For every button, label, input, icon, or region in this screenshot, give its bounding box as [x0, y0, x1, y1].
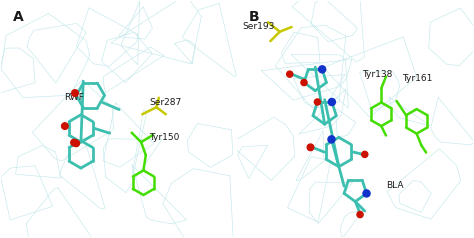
Circle shape	[307, 144, 314, 151]
Text: Ser287: Ser287	[149, 98, 182, 107]
Circle shape	[314, 99, 320, 105]
Circle shape	[62, 123, 68, 129]
Text: BLA: BLA	[386, 181, 403, 190]
Circle shape	[287, 71, 293, 77]
Text: A: A	[12, 10, 23, 25]
Circle shape	[328, 136, 335, 143]
Text: Tyr138: Tyr138	[363, 70, 393, 79]
Circle shape	[301, 79, 307, 86]
Text: Tyr161: Tyr161	[402, 74, 433, 83]
Circle shape	[319, 66, 326, 73]
Text: Tyr150: Tyr150	[149, 133, 180, 142]
Circle shape	[357, 212, 363, 218]
Text: Ser193: Ser193	[242, 22, 274, 31]
Circle shape	[328, 99, 336, 105]
Circle shape	[71, 139, 77, 146]
Circle shape	[73, 140, 80, 147]
Circle shape	[363, 190, 370, 197]
Circle shape	[362, 151, 368, 158]
Circle shape	[72, 90, 78, 96]
Text: RWF: RWF	[64, 93, 84, 102]
Text: B: B	[249, 10, 260, 25]
